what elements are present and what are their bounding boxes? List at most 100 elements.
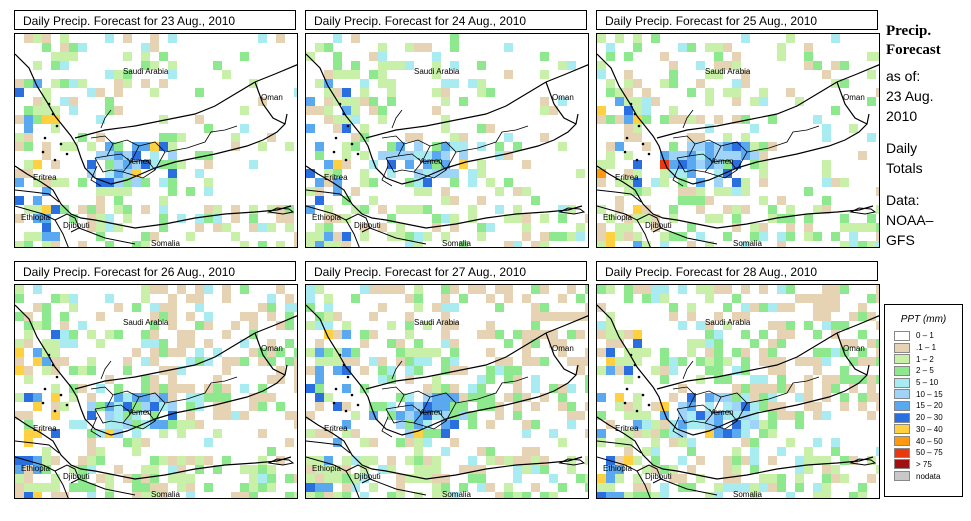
precip-cell bbox=[486, 456, 495, 465]
precip-cell bbox=[24, 241, 33, 247]
precip-cell bbox=[168, 384, 177, 393]
precip-cell bbox=[477, 375, 486, 384]
precip-cell bbox=[669, 142, 678, 151]
precip-cell bbox=[177, 348, 186, 357]
precip-cell bbox=[633, 474, 642, 483]
precip-cell bbox=[849, 312, 858, 321]
precip-cell bbox=[732, 61, 741, 70]
precip-cell bbox=[87, 393, 96, 402]
border-somalia bbox=[660, 227, 718, 245]
precip-cell bbox=[258, 241, 267, 247]
label-saudi-arabia: Saudi Arabia bbox=[123, 67, 169, 76]
precip-cell bbox=[615, 115, 624, 124]
precip-cell bbox=[186, 384, 195, 393]
border-saudi-yemen bbox=[656, 81, 838, 139]
precip-cell bbox=[714, 411, 723, 420]
precip-cell bbox=[69, 142, 78, 151]
precip-cell bbox=[705, 196, 714, 205]
precip-cell bbox=[432, 88, 441, 97]
precip-cell bbox=[732, 312, 741, 321]
precip-cell bbox=[24, 375, 33, 384]
precip-cell bbox=[150, 420, 159, 429]
precip-cell bbox=[597, 232, 606, 241]
precip-cell bbox=[732, 142, 741, 151]
precip-cell bbox=[678, 196, 687, 205]
label-ethiopia: Ethiopia bbox=[312, 213, 341, 222]
precip-cell bbox=[33, 232, 42, 241]
precip-cell bbox=[78, 321, 87, 330]
precip-cell bbox=[477, 79, 486, 88]
precip-cell bbox=[285, 339, 294, 348]
precip-cell bbox=[522, 214, 531, 223]
precip-cell bbox=[723, 429, 732, 438]
precip-cell bbox=[642, 348, 651, 357]
legend-swatch bbox=[894, 459, 910, 470]
precip-cell bbox=[387, 169, 396, 178]
precip-cell bbox=[414, 303, 423, 312]
precip-cell bbox=[732, 294, 741, 303]
precip-cell bbox=[306, 321, 315, 330]
precip-cell bbox=[342, 402, 351, 411]
precip-cell bbox=[150, 151, 159, 160]
precip-cell bbox=[831, 303, 840, 312]
precip-cell bbox=[840, 456, 849, 465]
precip-cell bbox=[540, 214, 549, 223]
precip-cell bbox=[669, 438, 678, 447]
precip-cell bbox=[306, 285, 315, 294]
precip-cell bbox=[342, 429, 351, 438]
precip-cell bbox=[477, 61, 486, 70]
side-title-line2: Forecast bbox=[886, 42, 941, 58]
panel-title: Daily Precip. Forecast for 25 Aug., 2010 bbox=[596, 10, 878, 30]
precip-cell bbox=[258, 34, 267, 43]
precip-cell bbox=[186, 411, 195, 420]
precip-cell bbox=[624, 492, 633, 498]
precip-cell bbox=[60, 321, 69, 330]
precip-cell bbox=[804, 187, 813, 196]
precip-cell bbox=[33, 178, 42, 187]
precip-cell bbox=[87, 88, 96, 97]
precip-cell bbox=[468, 178, 477, 187]
precip-cell bbox=[804, 43, 813, 52]
precip-cell bbox=[450, 411, 459, 420]
precip-cell bbox=[741, 303, 750, 312]
precip-cell bbox=[723, 160, 732, 169]
precip-cell bbox=[123, 34, 132, 43]
precip-cell bbox=[723, 474, 732, 483]
precip-cell bbox=[141, 330, 150, 339]
precip-cell bbox=[414, 241, 423, 247]
precip-cell bbox=[423, 402, 432, 411]
precip-cell bbox=[150, 312, 159, 321]
precip-cell bbox=[750, 160, 759, 169]
precip-cell bbox=[732, 366, 741, 375]
precip-cell bbox=[294, 411, 297, 420]
precip-cell bbox=[531, 339, 540, 348]
label-somalia: Somalia bbox=[442, 490, 471, 499]
precip-cell bbox=[414, 411, 423, 420]
precip-cell bbox=[351, 205, 360, 214]
precip-cell bbox=[324, 169, 333, 178]
precip-cell bbox=[804, 232, 813, 241]
precip-cell bbox=[678, 474, 687, 483]
precip-cell bbox=[441, 115, 450, 124]
border-ethiopia bbox=[597, 456, 651, 498]
precip-cell bbox=[558, 142, 567, 151]
precip-cell bbox=[168, 321, 177, 330]
precip-cell bbox=[759, 151, 768, 160]
panel-title: Daily Precip. Forecast for 23 Aug., 2010 bbox=[14, 10, 296, 30]
precip-cell bbox=[633, 178, 642, 187]
precip-map: Saudi Arabia Oman Yemen Eritrea Ethiopia Djib… bbox=[305, 284, 589, 499]
precip-cell bbox=[696, 285, 705, 294]
province-border bbox=[164, 125, 238, 153]
precip-cell bbox=[786, 205, 795, 214]
precip-cell bbox=[240, 384, 249, 393]
precip-cell bbox=[51, 330, 60, 339]
precip-cell bbox=[423, 205, 432, 214]
precip-cell bbox=[678, 169, 687, 178]
precip-cell bbox=[351, 115, 360, 124]
precip-cell bbox=[123, 474, 132, 483]
precip-cell bbox=[213, 429, 222, 438]
precip-cell bbox=[597, 169, 606, 178]
precip-cell bbox=[642, 115, 651, 124]
precip-cell bbox=[141, 205, 150, 214]
precip-cell bbox=[294, 474, 297, 483]
